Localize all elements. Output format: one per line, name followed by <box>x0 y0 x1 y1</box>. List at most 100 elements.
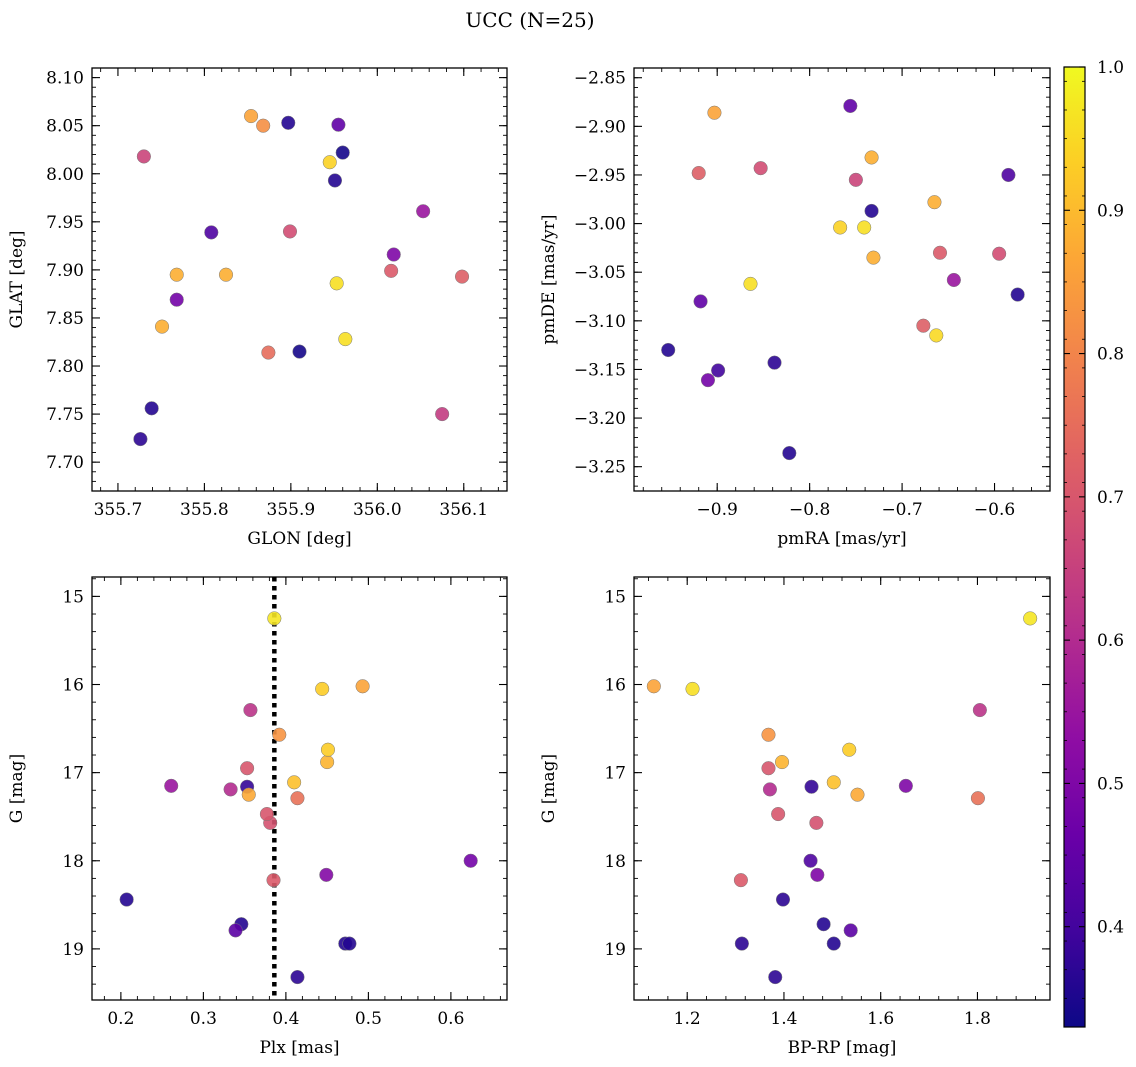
data-point <box>384 263 399 278</box>
data-point <box>327 173 342 188</box>
data-point <box>843 98 858 113</box>
y-tick-label: −2.85 <box>574 69 626 89</box>
data-point <box>826 775 841 790</box>
x-tick-label: 355.7 <box>94 500 143 520</box>
data-point <box>290 970 305 985</box>
data-point <box>133 432 148 447</box>
y-tick-label: 19 <box>62 940 84 960</box>
y-tick-label: 8.10 <box>46 69 84 89</box>
data-point <box>693 294 708 309</box>
data-point <box>761 727 776 742</box>
data-point <box>244 109 259 124</box>
data-point <box>331 117 346 132</box>
data-point <box>169 267 184 282</box>
colorbar-tick-label: 0.8 <box>1097 345 1124 365</box>
y-tick-label: −3.05 <box>574 263 626 283</box>
data-point <box>864 150 879 165</box>
colorbar-tick-label: 0.6 <box>1097 631 1124 651</box>
data-point <box>266 873 281 888</box>
data-point <box>386 247 401 262</box>
data-point <box>144 401 159 416</box>
x-tick-label: 0.6 <box>437 1009 464 1029</box>
data-point <box>646 679 661 694</box>
data-point <box>810 867 825 882</box>
data-point <box>857 220 872 235</box>
x-axis-label: GLON [deg] <box>247 529 351 549</box>
y-tick-label: 7.70 <box>46 453 84 473</box>
x-tick-label: 1.8 <box>964 1009 991 1029</box>
data-point <box>136 149 151 164</box>
data-point <box>816 917 831 932</box>
data-point <box>338 332 353 347</box>
data-point <box>164 778 179 793</box>
panel-1: 355.7 355.8 355.9 356.0 356.1 7.70 7.75 7.80 7.8… <box>7 67 508 549</box>
colorbar-tick-label: 0.4 <box>1097 918 1124 938</box>
data-point <box>240 761 255 776</box>
data-point <box>774 755 790 770</box>
data-point <box>927 195 942 210</box>
data-point <box>833 220 848 235</box>
y-tick-label: 7.90 <box>46 261 84 281</box>
y-axis-label: GLAT [deg] <box>7 230 27 328</box>
x-tick-label: 1.2 <box>674 1009 701 1029</box>
x-axis-label: pmRA [mas/yr] <box>777 529 906 549</box>
colorbar-tick-label: 0.7 <box>1097 488 1124 508</box>
y-tick-label: −2.90 <box>574 117 626 137</box>
y-tick-label: 18 <box>604 852 626 872</box>
data-point <box>267 611 282 626</box>
data-point <box>320 742 336 757</box>
data-point <box>204 225 219 240</box>
y-tick-label: 7.75 <box>46 405 84 425</box>
data-point <box>850 787 865 802</box>
data-point <box>320 755 335 770</box>
data-point <box>733 873 748 888</box>
data-point <box>762 782 777 797</box>
x-axis-label: Plx [mas] <box>259 1038 339 1058</box>
data-point <box>767 355 782 370</box>
data-point <box>223 782 238 797</box>
data-point <box>335 145 350 160</box>
x-tick-label: 0.2 <box>107 1009 134 1029</box>
data-point <box>782 446 797 461</box>
x-tick-label: 0.5 <box>355 1009 382 1029</box>
data-point <box>272 727 287 742</box>
data-point <box>826 936 841 951</box>
data-point <box>842 742 857 757</box>
data-point <box>259 807 274 822</box>
x-axis-label: BP-RP [mag] <box>788 1038 897 1058</box>
y-axis-label: pmDE [mas/yr] <box>539 214 559 344</box>
colorbar: 0.4 0.5 0.6 0.7 0.8 0.9 1.0 <box>1063 58 1124 1028</box>
data-point <box>261 345 276 360</box>
x-tick-label: 356.1 <box>439 500 488 520</box>
data-point <box>256 118 271 133</box>
y-tick-label: 7.95 <box>46 213 84 233</box>
x-tick-label: −0.9 <box>697 500 738 520</box>
data-point <box>753 161 768 176</box>
x-tick-label: 1.4 <box>770 1009 797 1029</box>
data-point <box>803 853 818 868</box>
data-point <box>463 853 478 868</box>
data-point <box>804 779 819 794</box>
y-tick-label: 18 <box>62 852 84 872</box>
figure-title: UCC (N=25) <box>465 8 594 32</box>
y-tick-label: −3.10 <box>574 312 626 332</box>
scatter-panels: 355.7 355.8 355.9 356.0 356.1 7.70 7.75 7.80 7.8… <box>7 67 1051 1058</box>
y-tick-label: 15 <box>604 587 626 607</box>
data-point <box>322 155 337 170</box>
data-point <box>218 267 234 282</box>
data-point <box>864 203 879 218</box>
data-point <box>290 791 305 806</box>
data-point <box>282 224 298 239</box>
y-tick-label: −3.15 <box>574 360 626 380</box>
x-tick-label: −0.6 <box>974 500 1015 520</box>
y-tick-label: 15 <box>62 587 84 607</box>
x-tick-label: 0.3 <box>190 1009 217 1029</box>
data-point <box>319 867 334 882</box>
data-point <box>866 250 881 265</box>
colorbar-tick-label: 0.5 <box>1097 774 1124 794</box>
data-point <box>454 269 470 284</box>
data-point <box>169 292 184 307</box>
y-tick-label: 17 <box>604 764 626 784</box>
data-point <box>711 363 726 378</box>
